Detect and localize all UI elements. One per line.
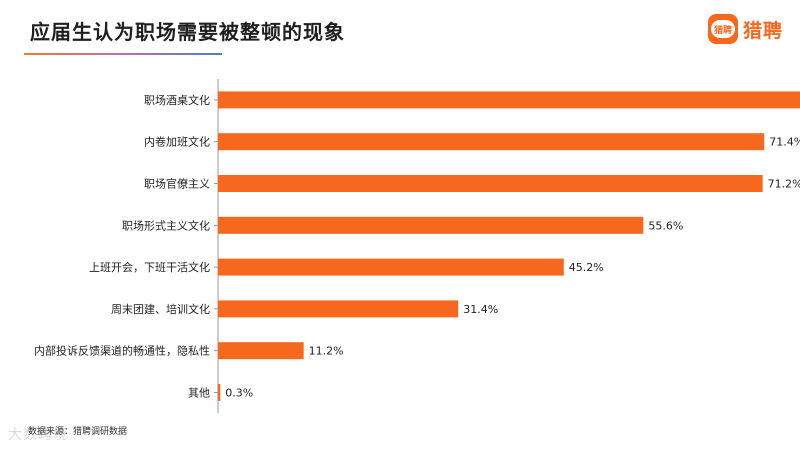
bar bbox=[218, 384, 221, 401]
value-label: 71.2% bbox=[768, 178, 800, 191]
category-label: 周末团建、培训文化 bbox=[111, 302, 210, 316]
category-label: 上班开会，下班干活文化 bbox=[89, 260, 210, 274]
logo-text: 猎聘 bbox=[743, 19, 784, 42]
bar bbox=[218, 300, 459, 318]
value-label: 11.2% bbox=[309, 345, 344, 358]
bar bbox=[218, 342, 304, 360]
logo-badge-icon: 猎聘 bbox=[708, 14, 738, 44]
bar bbox=[218, 133, 765, 151]
value-label: 31.4% bbox=[463, 303, 498, 316]
bar bbox=[218, 175, 763, 192]
chart-title: 应届生认为职场需要被整顿的现象 bbox=[30, 20, 345, 44]
value-label: 55.6% bbox=[648, 219, 683, 232]
data-source-note: 数据来源：猎聘调研数据 bbox=[28, 427, 128, 437]
value-label: 0.3% bbox=[225, 387, 253, 400]
value-label: 71.4% bbox=[769, 136, 800, 149]
bar bbox=[218, 216, 644, 234]
category-label: 职场酒桌文化 bbox=[144, 93, 210, 107]
category-label: 内卷加班文化 bbox=[144, 135, 210, 149]
bar bbox=[218, 258, 564, 276]
category-label: 其他 bbox=[188, 387, 210, 400]
category-label: 内部投诉反馈渠道的畅通性，隐私性 bbox=[34, 344, 210, 358]
title-underline bbox=[24, 53, 222, 55]
liepin-logo: 猎聘 猎聘 bbox=[708, 12, 783, 46]
category-label: 职场官僚主义 bbox=[144, 177, 210, 191]
watermark: 大数跨境 bbox=[8, 427, 68, 443]
bar bbox=[218, 91, 800, 109]
logo-badge-text: 猎聘 bbox=[711, 20, 735, 38]
category-label: 职场形式主义文化 bbox=[122, 218, 210, 232]
value-label: 45.2% bbox=[569, 261, 604, 274]
